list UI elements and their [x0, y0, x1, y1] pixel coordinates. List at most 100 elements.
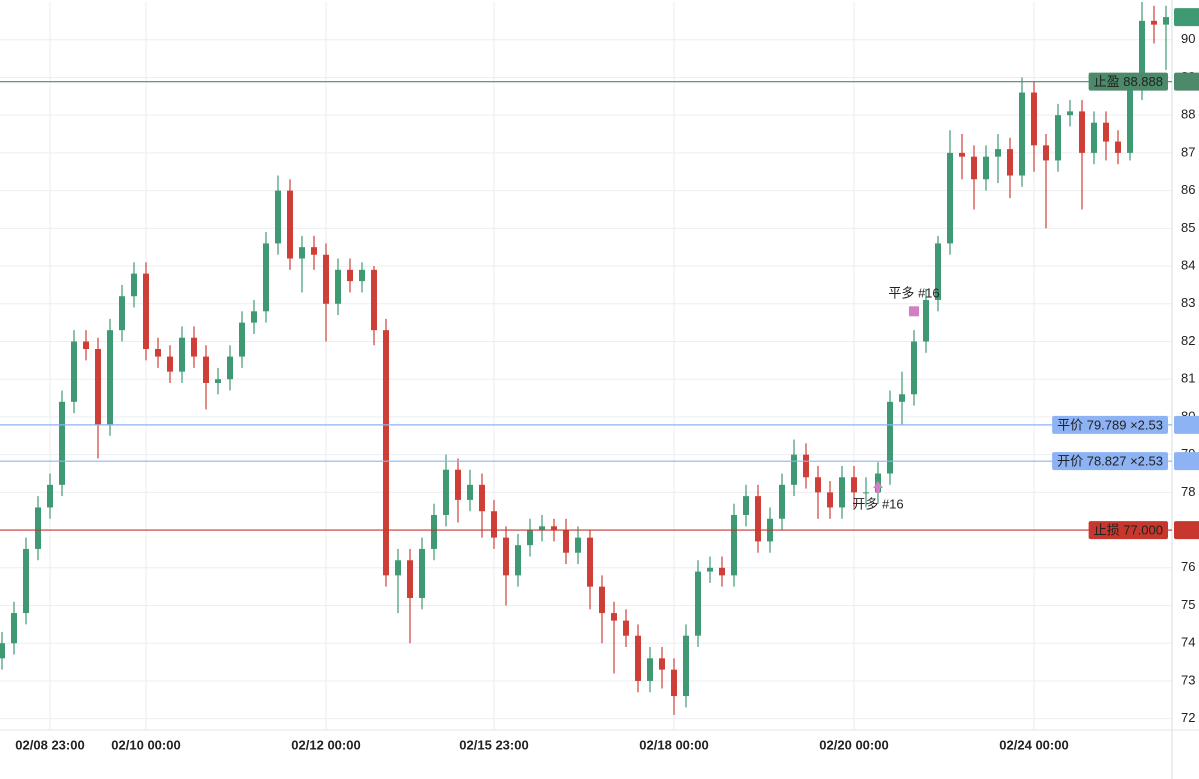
candle-body: [335, 269, 341, 304]
candle-body: [191, 337, 197, 357]
candle-body: [803, 454, 809, 478]
axis-price-badge: [1174, 452, 1199, 471]
candle-body: [359, 269, 365, 282]
candle-body: [143, 273, 149, 350]
y-tick-label: 74: [1181, 635, 1195, 650]
candle-body: [455, 469, 461, 500]
x-tick-label: 02/24 00:00: [999, 737, 1068, 752]
candle-body: [995, 149, 1001, 157]
y-tick-label: 78: [1181, 484, 1195, 499]
candle-body: [707, 567, 713, 572]
candle-body: [371, 269, 377, 331]
axis-price-badge: [1174, 72, 1199, 91]
candle-body: [947, 152, 953, 244]
candle-body: [1115, 141, 1121, 153]
candle-body: [695, 571, 701, 636]
x-tick-label: 02/08 23:00: [15, 737, 84, 752]
x-tick-label: 02/15 23:00: [459, 737, 528, 752]
candle-body: [119, 296, 125, 331]
candle-body: [131, 273, 137, 297]
candle-body: [899, 394, 905, 402]
candle-body: [263, 243, 269, 312]
candle-body: [1091, 122, 1097, 153]
candles: [0, 2, 1169, 715]
candle-body: [647, 658, 653, 681]
candle-body: [251, 311, 257, 323]
candle-body: [95, 349, 101, 425]
candle-body: [383, 330, 389, 576]
axis-price-badge: [1174, 521, 1199, 540]
candle-body: [1163, 17, 1169, 25]
y-tick-label: 76: [1181, 559, 1195, 574]
candle-body: [443, 469, 449, 515]
x-tick-label: 02/20 00:00: [819, 737, 888, 752]
y-tick-label: 87: [1181, 144, 1195, 159]
candle-body: [935, 243, 941, 300]
candle-body: [863, 492, 869, 494]
candle-body: [743, 496, 749, 515]
candle-body: [719, 567, 725, 576]
candle-body: [779, 484, 785, 519]
candle-body: [287, 190, 293, 259]
candle-body: [0, 643, 5, 659]
candle-body: [731, 514, 737, 576]
x-tick-label: 02/12 00:00: [291, 737, 360, 752]
candle-body: [959, 152, 965, 157]
candle-body: [323, 254, 329, 304]
candle-body: [1103, 122, 1109, 142]
candle-body: [611, 613, 617, 621]
candle-body: [911, 341, 917, 395]
price-line-badge: [1088, 521, 1168, 540]
candle-body: [515, 545, 521, 576]
price-line-badge: [1052, 452, 1168, 471]
y-tick-label: 88: [1181, 107, 1195, 122]
candle-body: [527, 530, 533, 546]
y-tick-label: 84: [1181, 257, 1195, 272]
candle-body: [107, 330, 113, 425]
price-line-badge: [1088, 72, 1168, 91]
y-tick-label: 73: [1181, 672, 1195, 687]
candle-body: [1067, 111, 1073, 116]
candle-body: [815, 477, 821, 493]
price-line-label: 平价 79.789 ×2.53: [1057, 417, 1163, 432]
candle-body: [923, 299, 929, 342]
candle-body: [347, 269, 353, 282]
candle-body: [431, 514, 437, 549]
candle-body: [59, 401, 65, 485]
candle-body: [1019, 92, 1025, 176]
trade-marker: [873, 481, 883, 494]
candle-body: [671, 669, 677, 697]
candle-body: [479, 484, 485, 512]
price-line-label: 止损 77.000: [1094, 523, 1163, 538]
y-tick-label: 90: [1181, 31, 1195, 46]
last-price-badge: [1174, 8, 1199, 27]
candle-body: [971, 156, 977, 180]
trade-marker-label: 开多 #16: [852, 496, 903, 511]
candle-body: [203, 356, 209, 383]
candle-body: [227, 356, 233, 380]
candle-body: [47, 484, 53, 508]
candle-body: [395, 560, 401, 576]
candle-body: [1031, 92, 1037, 146]
price-line-badge: [1052, 415, 1168, 434]
candle-body: [1055, 115, 1061, 161]
candle-body: [683, 635, 689, 697]
price-line-label: 止盈 88.888: [1094, 74, 1163, 89]
candle-body: [623, 620, 629, 636]
candle-body: [491, 511, 497, 538]
candle-body: [299, 247, 305, 259]
candle-body: [179, 337, 185, 372]
y-tick-label: 83: [1181, 295, 1195, 310]
candle-body: [755, 496, 761, 542]
candle-body: [311, 247, 317, 255]
candle-body: [1043, 145, 1049, 161]
candle-body: [71, 341, 77, 402]
candle-body: [215, 379, 221, 383]
candle-body: [551, 526, 557, 531]
candle-body: [887, 401, 893, 474]
candle-body: [419, 548, 425, 598]
candle-body: [563, 530, 569, 553]
candle-body: [1007, 149, 1013, 176]
x-tick-label: 02/18 00:00: [639, 737, 708, 752]
